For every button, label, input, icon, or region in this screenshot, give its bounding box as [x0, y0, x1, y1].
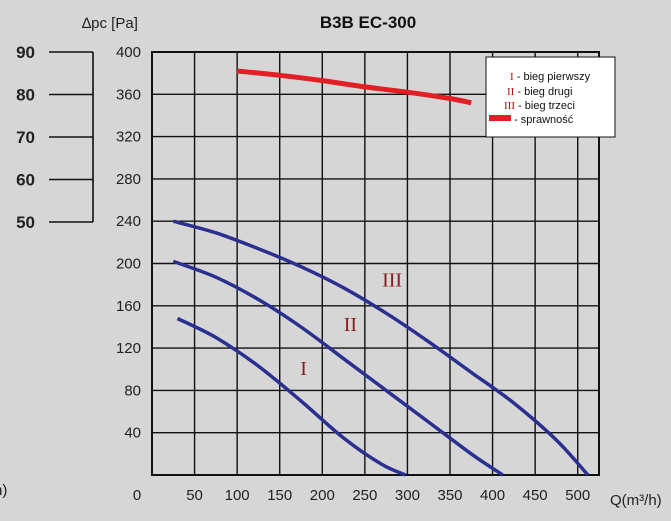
legend-roman-numeral: II [507, 86, 515, 98]
curve-speed-iii [172, 219, 590, 477]
y-tick-label: 320 [116, 129, 141, 146]
x-tick-label: 250 [352, 487, 377, 504]
efficiency-tick-label: 50 [16, 213, 35, 232]
legend-box [485, 56, 616, 138]
curve-label: I [300, 358, 307, 380]
y-axis-ticks: 40 80 120 160 200 240 280 320 360 400 [116, 44, 141, 442]
legend-entry: I - bieg pierwszy [510, 71, 591, 83]
legend-label: - bieg trzeci [515, 100, 575, 112]
curve-speed-ii [172, 259, 504, 477]
curve-label: II [344, 314, 357, 336]
y-tick-label: 200 [116, 256, 141, 273]
legend-label: - bieg drugi [514, 86, 572, 98]
x-tick-label: 300 [395, 487, 420, 504]
legend-efficiency-swatch [489, 115, 511, 121]
x-axis-label: Q(m³/h) [610, 492, 662, 509]
y-tick-label: 40 [124, 425, 141, 442]
legend-roman-numeral: III [504, 100, 515, 112]
y-tick-label: 160 [116, 298, 141, 315]
x-tick-label: 500 [565, 487, 590, 504]
x-axis-ticks: 0 50 100 150 200 250 300 350 400 450 500 [133, 487, 590, 504]
efficiency-tick-label: 60 [16, 171, 35, 190]
x-tick-label: 100 [225, 487, 250, 504]
efficiency-tick-label: 90 [16, 43, 35, 62]
chart-title: B3B EC-300 [320, 13, 416, 32]
curve-label: III [382, 269, 402, 291]
y-axis-label: ∆pc [Pa] [82, 15, 138, 32]
x-tick-label: 400 [480, 487, 505, 504]
legend-entry: II - bieg drugi [507, 86, 572, 98]
plot-frame [151, 51, 600, 476]
y-tick-label: 240 [116, 213, 141, 230]
y-tick-label: 120 [116, 340, 141, 357]
y-tick-label: 360 [116, 86, 141, 103]
legend-label: - bieg pierwszy [514, 71, 591, 83]
efficiency-axis: 90 80 70 60 50 [16, 43, 94, 232]
curve-speed-i [176, 316, 407, 477]
x-tick-label: 0 [133, 487, 141, 504]
x-tick-label: 200 [310, 487, 335, 504]
x-tick-label: 150 [267, 487, 292, 504]
efficiency-tick-label: 70 [16, 128, 35, 147]
plot-border [151, 51, 600, 476]
legend-roman-numeral: I [510, 71, 514, 83]
legend-entry: III - bieg trzeci [504, 100, 575, 112]
x-tick-label: 350 [437, 487, 462, 504]
y-tick-label: 400 [116, 44, 141, 61]
efficiency-tick-label: 80 [16, 86, 35, 105]
y-tick-label: 80 [124, 382, 141, 399]
efficiency-curve [236, 68, 472, 106]
cut-off-axis-label: h) [0, 482, 7, 499]
legend-entry: - sprawność [514, 114, 574, 126]
y-tick-label: 280 [116, 171, 141, 188]
x-tick-label: 450 [523, 487, 548, 504]
x-tick-label: 50 [186, 487, 203, 504]
